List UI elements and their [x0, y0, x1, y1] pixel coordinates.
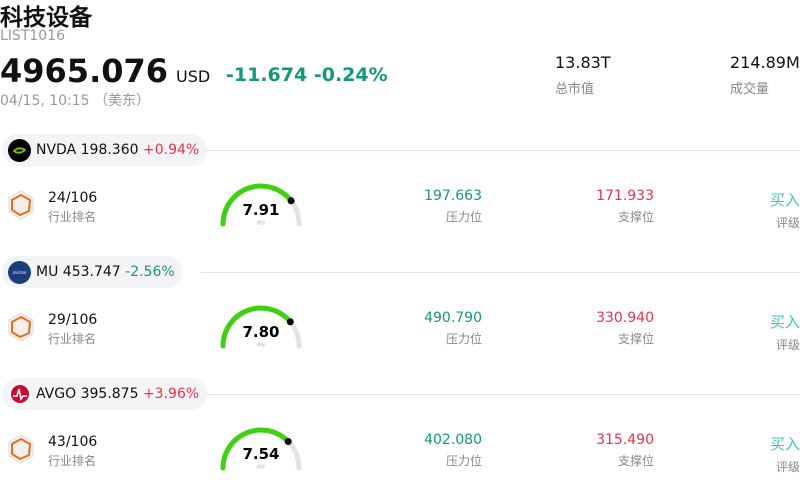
rating-value: 买入 [769, 435, 800, 453]
rank-value: 24/106 [48, 190, 98, 206]
divider [200, 272, 800, 273]
score-gauge: 7.80 评分 [220, 305, 302, 349]
market-cap-value: 13.83T [555, 53, 611, 72]
industry-rank: 24/106 行业排名 [48, 190, 97, 225]
rating[interactable]: 买入 评级 [770, 189, 800, 231]
rating-value: 买入 [769, 313, 800, 331]
timestamp: 04/15, 10:15 （美东） [0, 93, 151, 109]
rating[interactable]: 买入 评级 [770, 311, 800, 353]
support-value: 171.933 [596, 188, 654, 204]
gauge-fill [220, 427, 291, 471]
index-price: 4965.076 [0, 52, 169, 90]
rank-label: 行业排名 [48, 210, 97, 224]
stock-change: -2.56% [125, 264, 175, 280]
score-value: 7.80 [242, 323, 279, 341]
gauge-fill [220, 183, 294, 227]
radar-icon [8, 312, 34, 342]
score-label: 评分 [257, 341, 265, 347]
rating[interactable]: 买入 评级 [770, 433, 800, 475]
stock-chip[interactable]: micron MU 453.747 -2.56% [2, 256, 183, 288]
divider [200, 150, 800, 151]
radar-icon [8, 190, 34, 220]
gauge-marker [284, 438, 292, 445]
rating-label: 评级 [775, 338, 800, 352]
volume-label: 成交量 [730, 82, 770, 97]
radar-icon [8, 434, 34, 464]
support: 171.933 支撑位 [596, 188, 654, 225]
index-change: -11.674 -0.24% [226, 64, 388, 86]
volume-value: 214.89M [730, 53, 800, 72]
support-label: 支撑位 [617, 454, 654, 468]
score-value: 7.91 [242, 201, 279, 219]
gauge-marker [286, 318, 294, 326]
support: 330.940 支撑位 [596, 310, 654, 347]
score-label: 评分 [257, 463, 265, 469]
resistance-label: 压力位 [445, 210, 482, 224]
volume: 214.89M 成交量 [730, 53, 800, 97]
resistance: 402.080 压力位 [424, 432, 482, 469]
rank-value: 43/106 [48, 434, 98, 450]
rank-label: 行业排名 [48, 454, 97, 468]
market-cap-label: 总市值 [555, 82, 595, 97]
industry-rank: 29/106 行业排名 [48, 312, 97, 347]
stock-change: +0.94% [142, 142, 200, 158]
gauge-marker [287, 197, 295, 205]
score-label: 评分 [257, 219, 265, 225]
score-gauge: 7.54 评分 [220, 427, 302, 471]
stock-section-nvda: NVDA 198.360 +0.94% 24/106 行业排名 7.91 评分 1… [0, 134, 800, 256]
stock-section-avgo: AVGO 395.875 +3.96% 43/106 行业排名 7.54 评分 4… [0, 378, 800, 500]
support-value: 315.490 [596, 432, 654, 448]
resistance: 490.790 压力位 [424, 310, 482, 347]
resistance-value: 402.080 [424, 432, 482, 448]
resistance: 197.663 压力位 [424, 188, 482, 225]
support: 315.490 支撑位 [596, 432, 654, 469]
stock-section-mu: micron MU 453.747 -2.56% 29/106 行业排名 7.80… [0, 256, 800, 378]
change-value: -11.674 [226, 64, 308, 86]
list-code: LIST1016 [0, 28, 65, 44]
stock-price: 198.360 [80, 142, 139, 158]
industry-rank: 43/106 行业排名 [48, 434, 97, 469]
stock-symbol: MU [36, 264, 59, 280]
resistance-label: 压力位 [445, 332, 482, 346]
stock-chip[interactable]: NVDA 198.360 +0.94% [2, 134, 208, 166]
micron-logo: micron [8, 260, 36, 284]
rating-label: 评级 [775, 216, 800, 230]
broadcom-logo [8, 382, 36, 406]
stock-symbol: AVGO [36, 386, 77, 402]
score-gauge: 7.91 评分 [220, 183, 302, 227]
score-value: 7.54 [242, 445, 279, 463]
stock-change: +3.96% [142, 386, 200, 402]
support-value: 330.940 [596, 310, 654, 326]
nvidia-logo [8, 138, 36, 162]
stock-chip[interactable]: AVGO 395.875 +3.96% [2, 378, 208, 410]
stock-symbol: NVDA [36, 142, 77, 158]
gauge-fill [220, 305, 293, 349]
resistance-value: 197.663 [424, 188, 482, 204]
support-label: 支撑位 [617, 332, 654, 346]
resistance-label: 压力位 [445, 454, 482, 468]
rank-label: 行业排名 [48, 332, 97, 346]
page-title: 科技设备 [0, 5, 92, 31]
stock-price: 453.747 [62, 264, 121, 280]
change-percent: -0.24% [313, 64, 388, 86]
currency: USD [176, 67, 211, 86]
resistance-value: 490.790 [424, 310, 482, 326]
rating-value: 买入 [769, 191, 800, 209]
stock-price: 395.875 [80, 386, 139, 402]
divider [200, 394, 800, 395]
market-cap: 13.83T 总市值 [555, 53, 611, 97]
rating-label: 评级 [775, 460, 800, 474]
rank-value: 29/106 [48, 312, 98, 328]
support-label: 支撑位 [617, 210, 654, 224]
